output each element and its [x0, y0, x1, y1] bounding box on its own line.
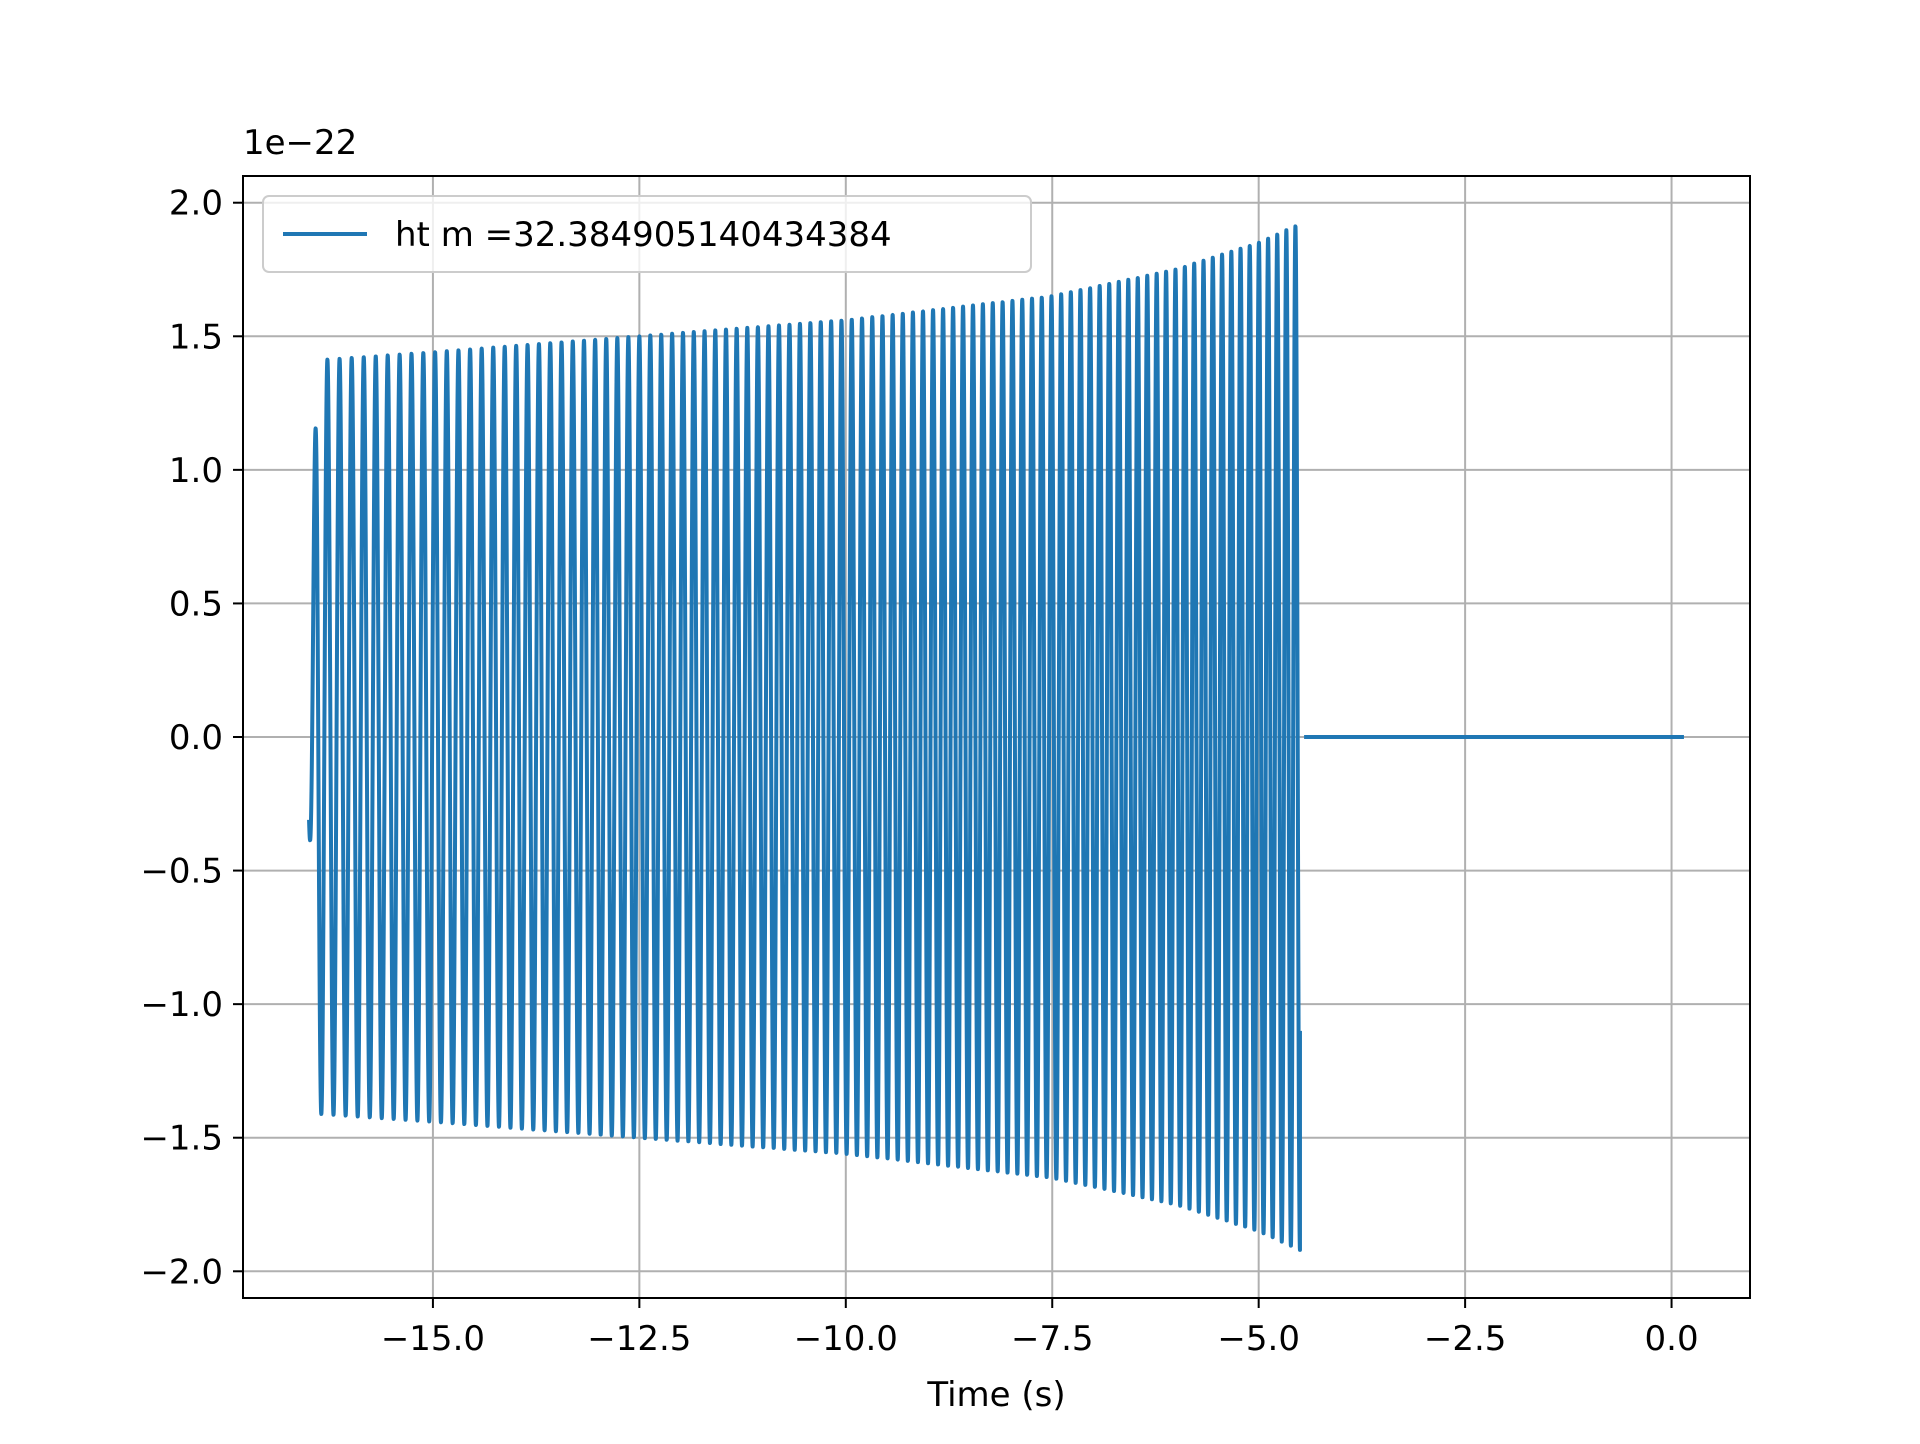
- legend-label: ht m =32.384905140434384: [395, 215, 892, 255]
- series-layer: [307, 224, 1684, 1252]
- legend: ht m =32.384905140434384: [262, 195, 1032, 273]
- x-tick-label: 0.0: [1645, 1319, 1699, 1359]
- legend-box: [262, 195, 1032, 273]
- y-offset-text: 1e−22: [243, 123, 357, 163]
- x-tick-label: −10.0: [794, 1319, 898, 1359]
- y-tick-label: −2.0: [140, 1252, 223, 1292]
- x-tick-label: −7.5: [1011, 1319, 1094, 1359]
- y-tick-label: −1.5: [140, 1119, 223, 1159]
- x-tick-label: −2.5: [1424, 1319, 1507, 1359]
- x-tick-label: −5.0: [1217, 1319, 1300, 1359]
- y-tick-label: −1.0: [140, 985, 223, 1025]
- chirp-waveform-line: [307, 224, 1302, 1252]
- x-axis-label: Time (s): [926, 1375, 1065, 1415]
- y-tick-label: 0.5: [169, 584, 223, 624]
- y-axis-ticks: −2.0 −1.5 −1.0 −0.5 0.0 0.5 1.0 1.5 2.0: [140, 184, 243, 1292]
- y-tick-label: 0.0: [169, 718, 223, 758]
- x-tick-label: −15.0: [381, 1319, 485, 1359]
- y-tick-label: −0.5: [140, 852, 223, 892]
- x-tick-label: −12.5: [587, 1319, 691, 1359]
- y-tick-label: 1.5: [169, 317, 223, 357]
- x-axis-ticks: −15.0 −12.5 −10.0 −7.5 −5.0 −2.5 0.0: [381, 1298, 1699, 1359]
- y-tick-label: 2.0: [169, 184, 223, 224]
- y-tick-label: 1.0: [169, 451, 223, 491]
